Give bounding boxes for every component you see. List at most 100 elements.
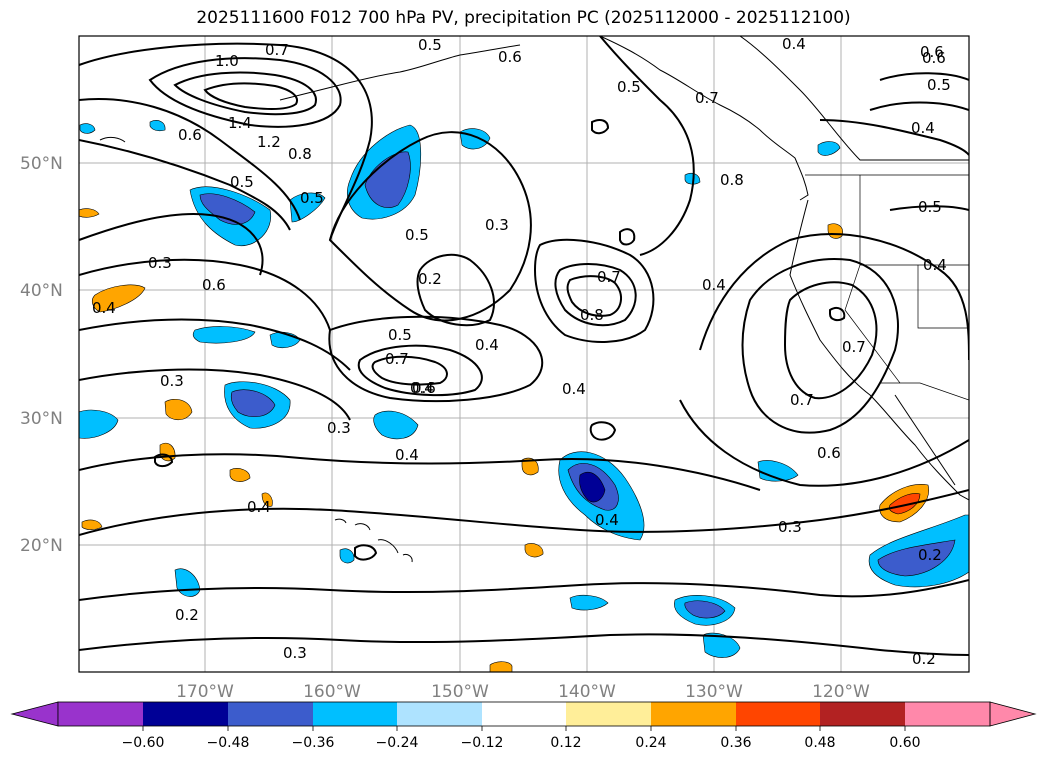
contour-label: 0.7 [597, 268, 621, 286]
contour-high-pv-3 [203, 82, 298, 110]
contour-label: 0.5 [927, 76, 951, 94]
precip-positive-4 [229, 468, 251, 482]
contour-south-1 [79, 453, 761, 491]
contour-label: 0.7 [265, 41, 289, 59]
contour-label: 1.0 [215, 52, 239, 70]
lat-labels: 50°N 40°N 30°N 20°N [20, 154, 63, 556]
contour-label: 0.6 [412, 379, 436, 397]
contour-mid-5 [79, 258, 331, 331]
precip-blob-ne-pacific [347, 124, 422, 220]
contour-loop-3 [619, 228, 636, 246]
colorbar: −0.60 −0.48 −0.36 −0.24 −0.12 0.12 0.24 … [10, 701, 1037, 751]
contour-loop-2 [591, 119, 610, 135]
pv-contours [79, 36, 969, 656]
contour-label: 0.3 [160, 372, 184, 390]
contour-mid-3 [79, 139, 291, 231]
colorbar-segment [313, 702, 397, 726]
contour-label: 0.3 [485, 216, 509, 234]
precip-positive-8 [81, 519, 103, 530]
contour-loop-5 [354, 544, 378, 561]
contour-mid-1 [79, 42, 373, 241]
contour-label: 0.4 [475, 336, 499, 354]
precip-positive-6 [521, 457, 539, 476]
contour-label: 0.3 [148, 254, 172, 272]
contour-label: 0.4 [247, 498, 271, 516]
precip-blob-west-30n [224, 381, 291, 429]
colorbar-segment [58, 702, 143, 726]
colorbar-tick-label: 0.24 [635, 735, 666, 751]
contour-label: 0.5 [617, 78, 641, 96]
contour-label: 0.7 [385, 350, 409, 368]
contour-label: 0.8 [288, 145, 312, 163]
contour-label: 0.6 [498, 48, 522, 66]
precip-shading [79, 120, 969, 672]
contour-upper-right-2 [879, 72, 969, 81]
colorbar-segment [482, 702, 566, 726]
precip-blob-subtropical [558, 451, 645, 541]
precip-blob-hawaii-south [674, 595, 736, 626]
contour-low-1 [357, 344, 483, 397]
colorbar-tick-label: 0.60 [889, 735, 920, 751]
colorbar-segment [566, 702, 651, 726]
contour-central-5 [533, 238, 655, 343]
colorbar-tick-label: 0.48 [804, 735, 835, 751]
contour-mid-4 [79, 213, 264, 276]
contour-loop-4 [829, 307, 846, 322]
colorbar-segment [143, 702, 228, 726]
precip-blob-small-12 [339, 548, 355, 564]
contour-label: 1.2 [257, 133, 281, 151]
contour-south-2 [79, 489, 969, 536]
contour-central-1 [328, 131, 532, 322]
contour-upper-right-3 [869, 101, 969, 111]
colorbar-segment [736, 702, 820, 726]
contour-high-pv-2 [173, 71, 317, 116]
map-panel: 1.0 0.7 0.5 0.6 0.4 0.6 0.5 1.4 1.2 0.8 … [78, 35, 970, 673]
precip-positive-1 [91, 284, 146, 313]
coast-hawaii [334, 518, 413, 563]
precip-blob-small-5 [569, 594, 609, 611]
contour-east-4 [679, 399, 969, 487]
contour-label: 0.5 [388, 326, 412, 344]
colorbar-ticks [142, 726, 906, 731]
colorbar-tick-label: 0.12 [550, 735, 581, 751]
contour-east-1 [741, 258, 899, 434]
lon-label: 150°W [431, 682, 489, 702]
contour-label: 0.5 [405, 226, 429, 244]
precip-positive-7 [524, 543, 544, 558]
lat-label: 20°N [20, 536, 63, 556]
contour-label: 0.4 [92, 299, 116, 317]
colorbar-extend-high [989, 701, 1037, 727]
contour-east-3 [699, 233, 969, 361]
lon-labels: 170°W 160°W 150°W 140°W 130°W 120°W [176, 682, 870, 702]
colorbar-segment [651, 702, 736, 726]
contour-label: 0.6 [920, 43, 944, 61]
colorbar-tick-label: −0.48 [207, 735, 250, 751]
contour-label: 0.3 [778, 518, 802, 536]
lon-label: 140°W [558, 682, 616, 702]
contour-label: 0.4 [782, 35, 806, 53]
contour-mid-6 [79, 318, 351, 371]
contour-mid-2 [79, 98, 301, 221]
lon-label: 120°W [812, 682, 870, 702]
gridlines [79, 36, 969, 672]
contour-label: 0.6 [202, 276, 226, 294]
coast-canada [739, 36, 969, 161]
contour-label: 0.3 [327, 419, 351, 437]
lat-label: 40°N [20, 281, 63, 301]
precip-positive-mexico [879, 484, 929, 523]
coast-east-edge [99, 136, 126, 143]
border-us-mexico [880, 382, 969, 401]
contour-label: 0.4 [395, 446, 419, 464]
map-title: 2025111600 F012 700 hPa PV, precipitatio… [196, 8, 851, 28]
colorbar-tick-label: −0.36 [292, 735, 335, 751]
colorbar-segment [228, 702, 313, 726]
contour-label: 0.6 [817, 444, 841, 462]
contour-label: 0.2 [918, 546, 942, 564]
precip-blob-small-3 [373, 410, 419, 440]
contour-upper-right-4 [819, 119, 969, 156]
colorbar-segment [905, 702, 990, 726]
contour-label: 0.8 [580, 306, 604, 324]
contour-upper-right-1 [599, 36, 695, 256]
contour-upper-right-5 [889, 205, 969, 211]
contour-low-2 [371, 355, 448, 386]
